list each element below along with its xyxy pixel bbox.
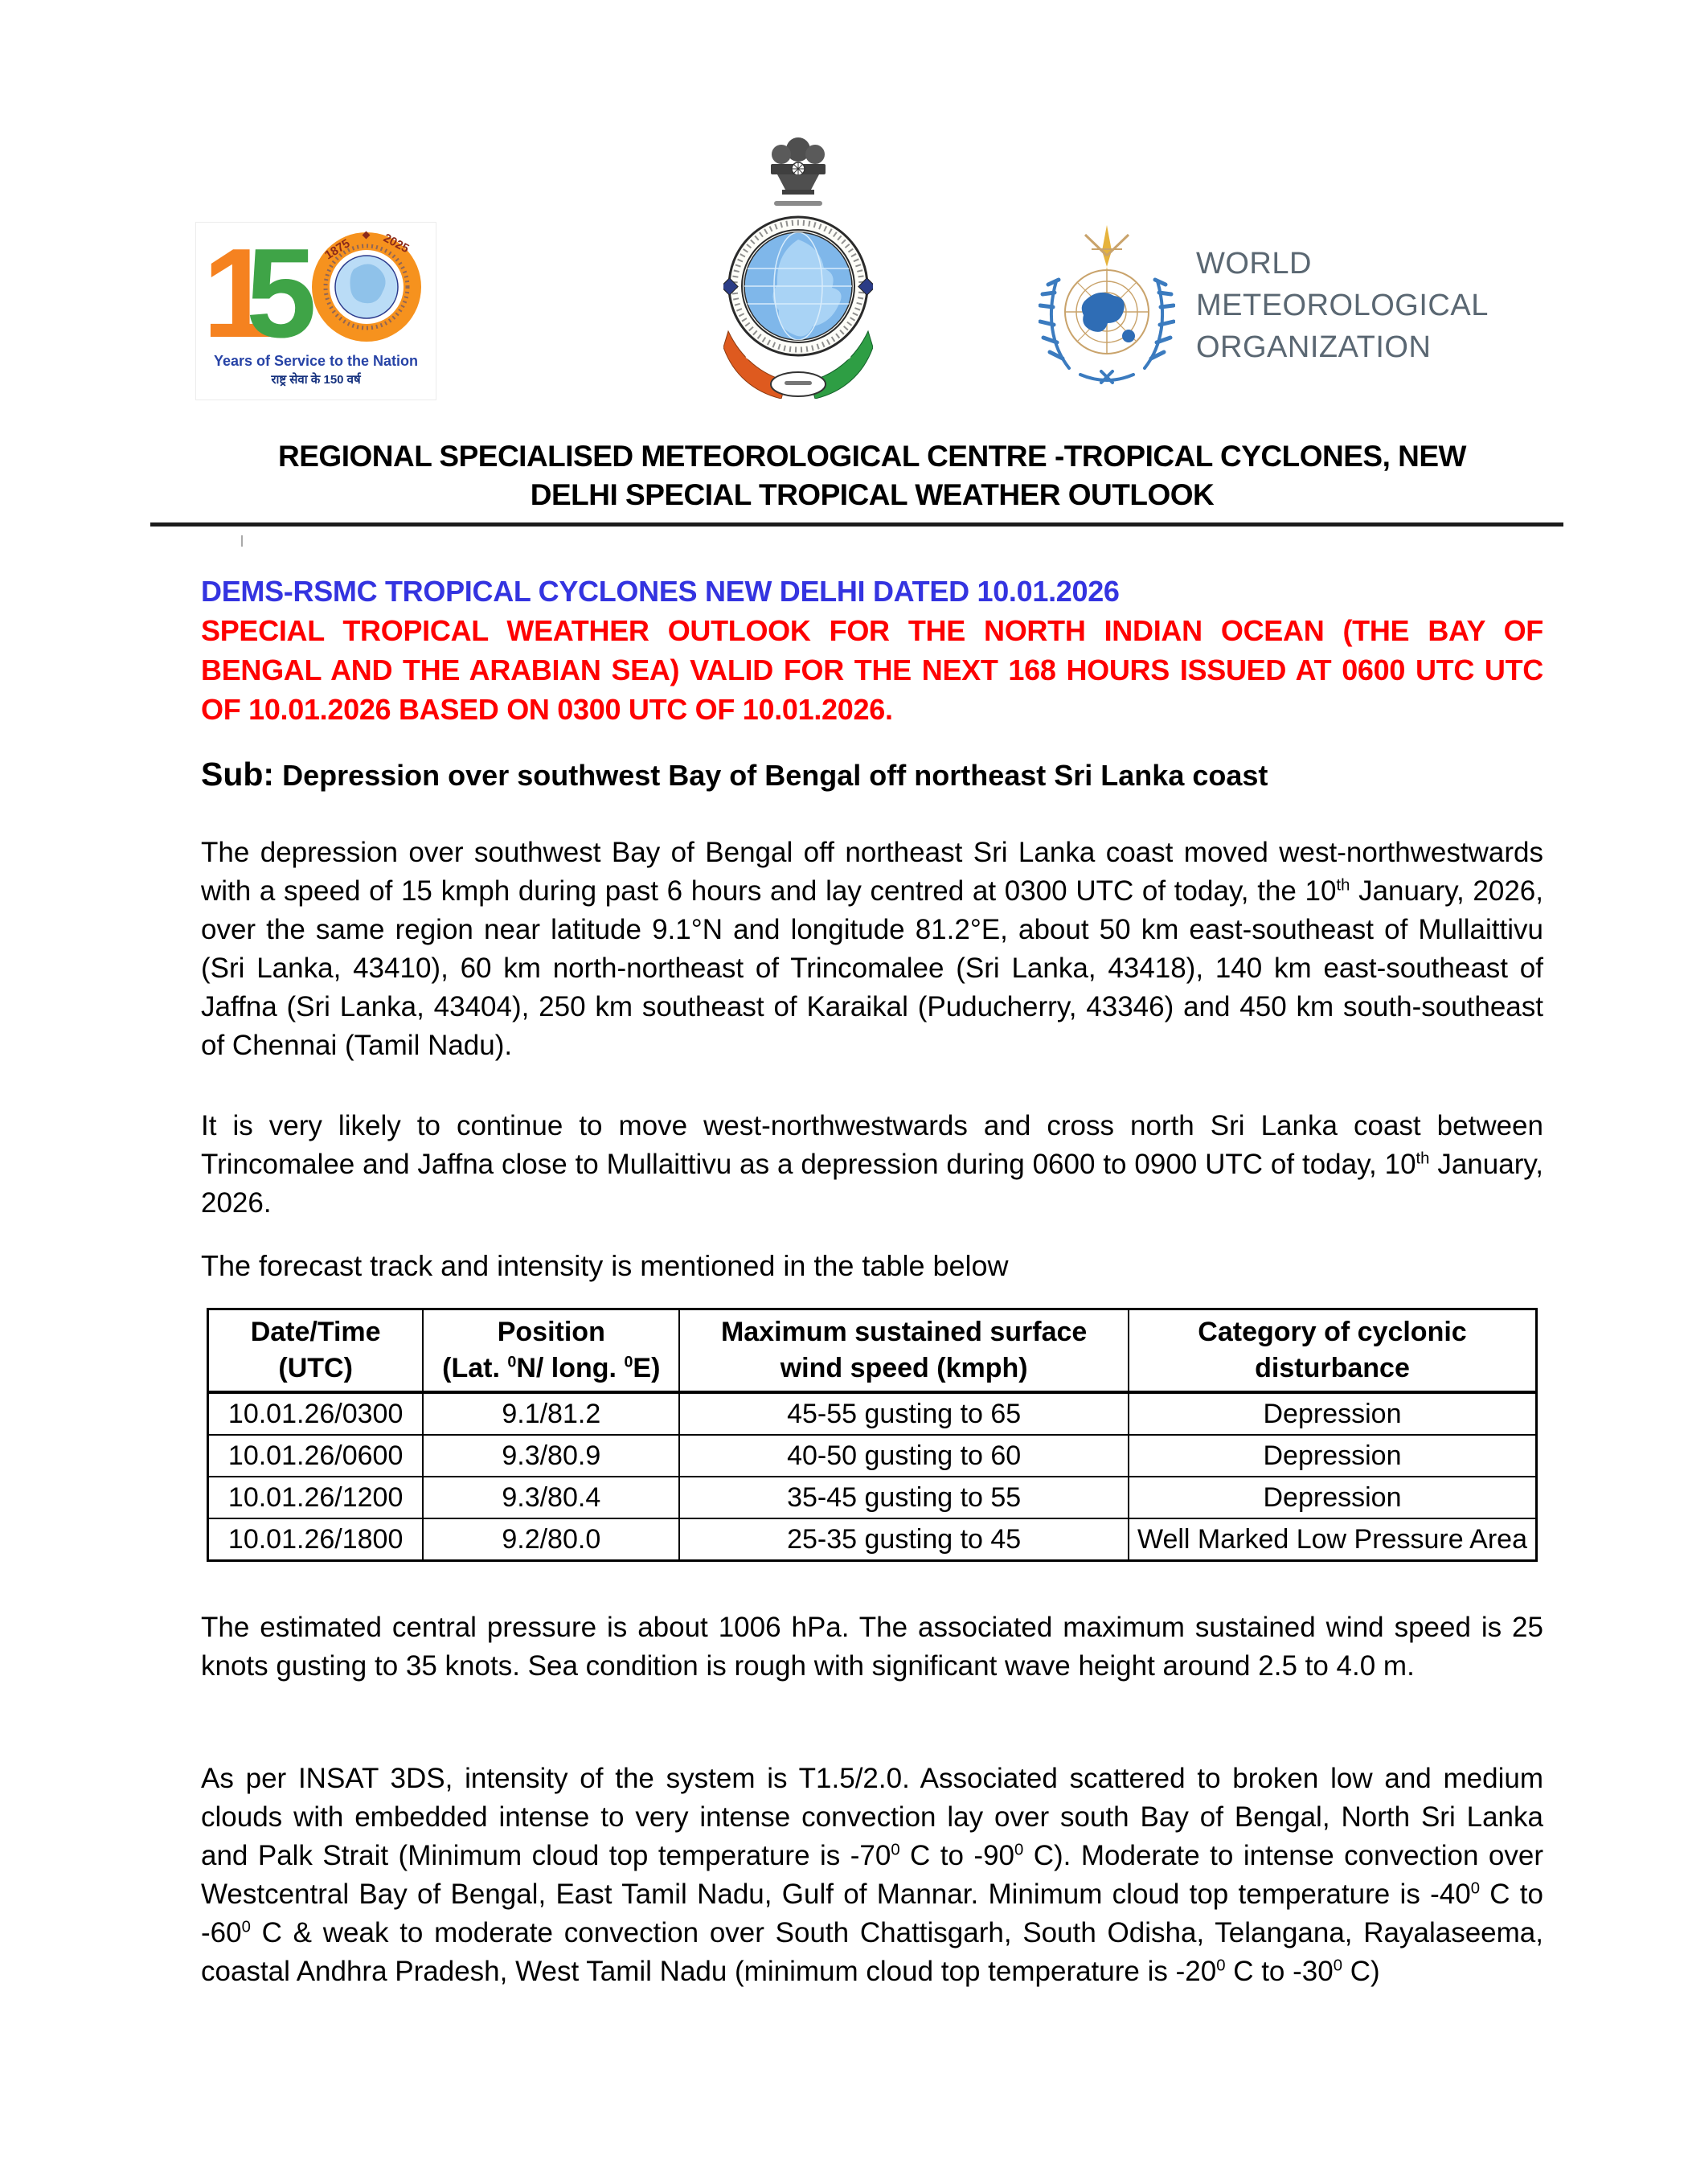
text-segment: The depression over southwest Bay of Ben… [201, 837, 1543, 907]
header-line: Date/Time [250, 1317, 381, 1347]
forecast-track-table: Date/Time (UTC) Position (Lat. 0N/ long.… [207, 1308, 1538, 1562]
superscript: 0 [241, 1918, 251, 1936]
wmo-logo: WORLD METEOROLOGICAL ORGANIZATION [1039, 219, 1521, 391]
document-title: REGIONAL SPECIALISED METEOROLOGICAL CENT… [201, 437, 1543, 514]
col-header-windspeed: Maximum sustained surface wind speed (km… [678, 1308, 1129, 1394]
cell-windspeed: 45-55 gusting to 65 [678, 1391, 1129, 1436]
bulletin-id-line: DEMS-RSMC TROPICAL CYCLONES NEW DELHI DA… [201, 575, 1120, 608]
title-divider-rule [150, 522, 1563, 527]
cell-position: 9.3/80.4 [422, 1476, 681, 1519]
wmo-word-2: METEOROLOGICAL [1196, 288, 1489, 322]
stray-mark [241, 535, 243, 547]
superscript: th [1336, 876, 1350, 895]
col-header-datetime: Date/Time (UTC) [207, 1308, 424, 1394]
text-segment: N/ long. [516, 1353, 625, 1383]
document-content: REGIONAL SPECIALISED METEOROLOGICAL CENT… [150, 437, 1563, 1991]
cell-category: Depression [1128, 1476, 1538, 1519]
forecast-table-intro: The forecast track and intensity is ment… [201, 1249, 1009, 1282]
header-line: Maximum sustained surface [720, 1317, 1088, 1347]
table-header-row: Date/Time (UTC) Position (Lat. 0N/ long.… [207, 1308, 1538, 1394]
table-row: 10.01.26/0600 9.3/80.9 40-50 gusting to … [207, 1434, 1538, 1477]
text-segment: C to -30 [1225, 1956, 1334, 1987]
text-segment: C) [1342, 1956, 1380, 1987]
motto-scroll [774, 201, 822, 206]
subject-line: Sub: Depression over southwest Bay of Be… [201, 753, 1543, 797]
logo-150-caption-hindi: राष्ट्र सेवा के 150 वर्ष [271, 373, 361, 387]
paragraph-current-position: The depression over southwest Bay of Ben… [201, 834, 1543, 1065]
superscript: 0 [1470, 1879, 1480, 1898]
superscript: 0 [507, 1353, 517, 1371]
cell-datetime: 10.01.26/0300 [207, 1391, 424, 1436]
header-line: Category of cyclonic [1198, 1317, 1467, 1347]
imd-emblem-logo [720, 129, 876, 400]
document-title-line-1: REGIONAL SPECIALISED METEOROLOGICAL CENT… [278, 440, 1466, 473]
header-line: (UTC) [278, 1353, 353, 1383]
imd-150-years-logo: 1 5 1875 2025 Years of Service to the Na… [195, 222, 436, 400]
paragraph-pressure-sea-condition: The estimated central pressure is about … [201, 1612, 1543, 1682]
col-header-position: Position (Lat. 0N/ long. 0E) [422, 1308, 681, 1394]
superscript: 0 [891, 1841, 900, 1859]
cell-datetime: 10.01.26/1800 [207, 1518, 424, 1562]
superscript: 0 [1014, 1841, 1024, 1859]
document-title-line-2: DELHI SPECIAL TROPICAL WEATHER OUTLOOK [530, 478, 1215, 511]
cell-windspeed: 40-50 gusting to 60 [678, 1434, 1129, 1477]
text-segment: C to -90 [899, 1840, 1015, 1871]
header-line: wind speed (kmph) [780, 1353, 1028, 1383]
text-segment: C). Moderate to intense convection over … [201, 1840, 1544, 1910]
cell-position: 9.1/81.2 [422, 1391, 681, 1436]
imd-globe-seal-icon [720, 215, 876, 357]
cell-category: Depression [1128, 1434, 1538, 1477]
logo-digit-1: 1 [203, 223, 273, 351]
logo-zero-globe-icon [312, 231, 421, 342]
table-row: 10.01.26/1200 9.3/80.4 35-45 gusting to … [207, 1476, 1538, 1519]
text-segment: C to -60 [201, 1879, 1543, 1948]
cell-category: Well Marked Low Pressure Area [1128, 1518, 1538, 1562]
header-line: disturbance [1255, 1353, 1410, 1383]
cell-position: 9.3/80.9 [422, 1434, 681, 1477]
wmo-wordmark: WORLD METEOROLOGICAL ORGANIZATION [1196, 243, 1489, 368]
text-segment: C & weak to moderate convection over Sou… [201, 1917, 1543, 1987]
table-row: 10.01.26/1800 9.2/80.0 25-35 gusting to … [207, 1518, 1538, 1562]
paragraph-satellite-analysis: As per INSAT 3DS, intensity of the syste… [201, 1760, 1543, 1991]
cell-position: 9.2/80.0 [422, 1518, 681, 1562]
header-line: Position [497, 1317, 605, 1347]
outlook-validity-line: SPECIAL TROPICAL WEATHER OUTLOOK FOR THE… [201, 614, 1543, 726]
cell-windspeed: 25-35 gusting to 45 [678, 1518, 1129, 1562]
header-line: (Lat. 0N/ long. 0E) [427, 1350, 675, 1387]
superscript: 0 [1216, 1957, 1226, 1975]
imd-seal-icon [720, 137, 876, 400]
superscript: 0 [1333, 1957, 1342, 1975]
wmo-globe-icon [1039, 224, 1175, 384]
cell-datetime: 10.01.26/1200 [207, 1476, 424, 1519]
text-segment: (Lat. [442, 1353, 508, 1383]
text-segment: E) [633, 1353, 661, 1383]
text-segment: January, 2026, over the same region near… [201, 875, 1543, 1061]
text-segment: As per INSAT 3DS, intensity of the syste… [201, 1763, 1543, 1871]
text-segment: January, 2026. [201, 1149, 1543, 1219]
cell-datetime: 10.01.26/0600 [207, 1434, 424, 1477]
cell-category: Depression [1128, 1391, 1538, 1436]
ashoka-capital-icon [771, 137, 826, 195]
superscript: 0 [624, 1353, 633, 1371]
col-header-category: Category of cyclonic disturbance [1128, 1308, 1538, 1394]
wmo-word-3: ORGANIZATION [1196, 330, 1432, 364]
laurel-wreath-icon [1039, 277, 1175, 384]
subject-label: Sub: [201, 756, 275, 793]
paragraph-forecast-movement: It is very likely to continue to move we… [201, 1107, 1543, 1223]
text-segment: It is very likely to continue to move we… [201, 1110, 1543, 1180]
cell-windspeed: 35-45 gusting to 55 [678, 1476, 1129, 1519]
imd-150-years-emblem-icon: 1 5 1875 2025 [203, 223, 421, 351]
superscript: th [1416, 1149, 1430, 1168]
subject-text: Depression over southwest Bay of Bengal … [274, 759, 1268, 792]
logo-digit-5: 5 [246, 223, 317, 351]
logo-150-caption-english: Years of Service to the Nation [213, 353, 419, 369]
wmo-word-1: WORLD [1196, 246, 1312, 281]
table-row: 10.01.26/0300 9.1/81.2 45-55 gusting to … [207, 1391, 1538, 1436]
globe-graticule [1064, 268, 1149, 354]
